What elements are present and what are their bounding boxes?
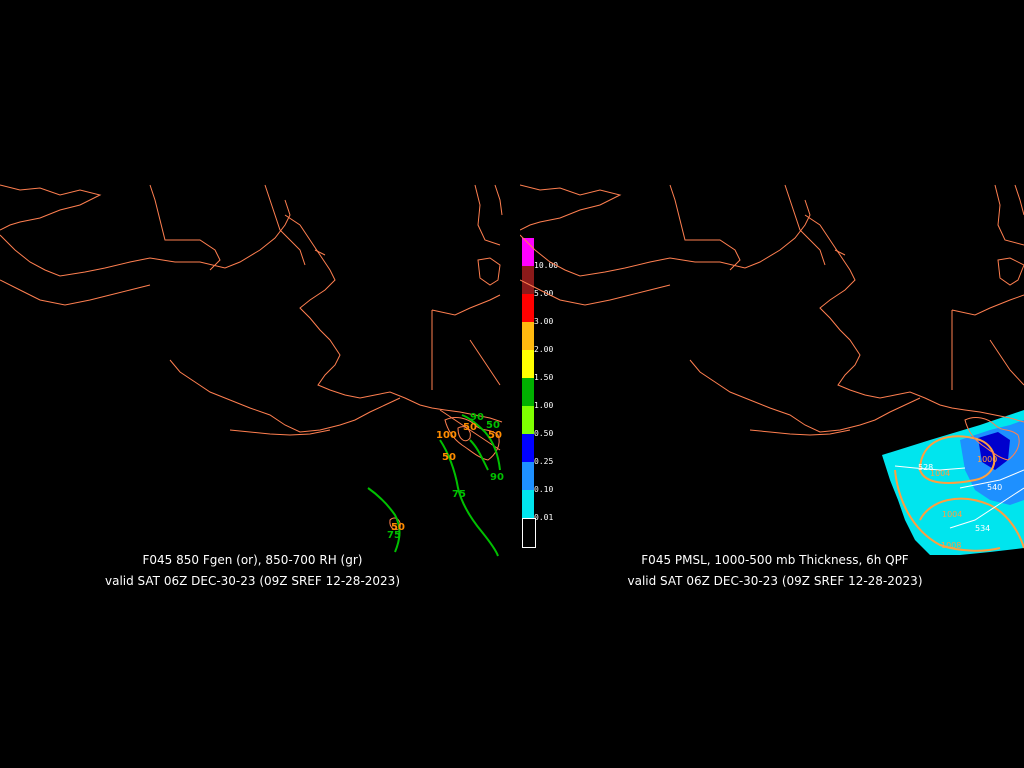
left-map-panel: 75 75 90 50 90 50 50 100 50 50 F045 850 … <box>0 0 505 768</box>
thickness-label: 534 <box>975 524 990 533</box>
left-contour-labels: 75 75 90 50 90 50 50 100 50 50 <box>387 412 504 541</box>
fgen-label: 50 <box>442 452 456 463</box>
legend-swatch <box>522 294 534 322</box>
thickness-label: 540 <box>987 483 1002 492</box>
fgen-label: 100 <box>436 430 457 441</box>
fgen-label: 50 <box>488 430 502 441</box>
legend-swatch <box>522 350 534 378</box>
legend-swatch <box>522 322 534 350</box>
right-map-panel: 528 1004 540 1004 534 1008 1000 F045 PMS… <box>520 0 1024 768</box>
legend-label: 1.00 <box>534 401 554 410</box>
coastline-left <box>0 184 503 451</box>
rh-label: 75 <box>452 489 466 500</box>
legend-label: 2.00 <box>534 345 554 354</box>
fgen-label: 50 <box>463 422 477 433</box>
legend-swatch <box>522 490 534 518</box>
legend-label: 0.10 <box>534 485 554 494</box>
legend-swatch <box>522 434 534 462</box>
rh-label: 50 <box>486 420 500 431</box>
pmsl-label: 1008 <box>941 541 961 550</box>
legend-label: 0.01 <box>534 513 554 522</box>
pmsl-label: 1004 <box>930 469 950 478</box>
legend-swatch <box>522 238 534 266</box>
legend-label: 10.00 <box>534 261 559 270</box>
coastline-right <box>520 184 1024 461</box>
left-caption-title: F045 850 Fgen (or), 850-700 RH (gr) <box>142 553 363 567</box>
right-caption-title: F045 PMSL, 1000-500 mb Thickness, 6h QPF <box>641 553 909 567</box>
left-map: 75 75 90 50 90 50 50 100 50 50 <box>0 184 504 557</box>
legend-swatch <box>522 266 534 294</box>
rh-label: 90 <box>470 412 484 423</box>
right-caption-valid: valid SAT 06Z DEC-30-23 (09Z SREF 12-28-… <box>627 574 923 588</box>
legend-label: 0.50 <box>534 429 554 438</box>
qpf-color-legend: 10.00 5.00 3.00 2.00 1.50 1.00 0.50 0.25 0.10 0.0… <box>522 238 558 548</box>
thickness-contours <box>894 465 1024 529</box>
legend-swatch <box>522 462 534 490</box>
legend-label: 5.00 <box>534 289 554 298</box>
rh-label: 90 <box>490 472 504 483</box>
legend-label: 0.25 <box>534 457 554 466</box>
right-contour-labels: 528 1004 540 1004 534 1008 1000 <box>918 455 1002 550</box>
fgen-label: 50 <box>391 522 405 533</box>
right-map: 528 1004 540 1004 534 1008 1000 <box>520 184 1024 555</box>
legend-swatch <box>522 406 534 434</box>
pmsl-label: 1000 <box>977 455 997 464</box>
pmsl-contours <box>894 435 1024 552</box>
legend-swatch <box>522 518 536 548</box>
rh-label: 75 <box>387 530 401 541</box>
rh-contours <box>367 414 501 557</box>
left-caption-valid: valid SAT 06Z DEC-30-23 (09Z SREF 12-28-… <box>105 574 400 588</box>
pmsl-label: 1004 <box>942 510 962 519</box>
legend-swatch <box>522 378 534 406</box>
thickness-label: 528 <box>918 463 933 472</box>
legend-label: 3.00 <box>534 317 554 326</box>
legend-label: 1.50 <box>534 373 554 382</box>
